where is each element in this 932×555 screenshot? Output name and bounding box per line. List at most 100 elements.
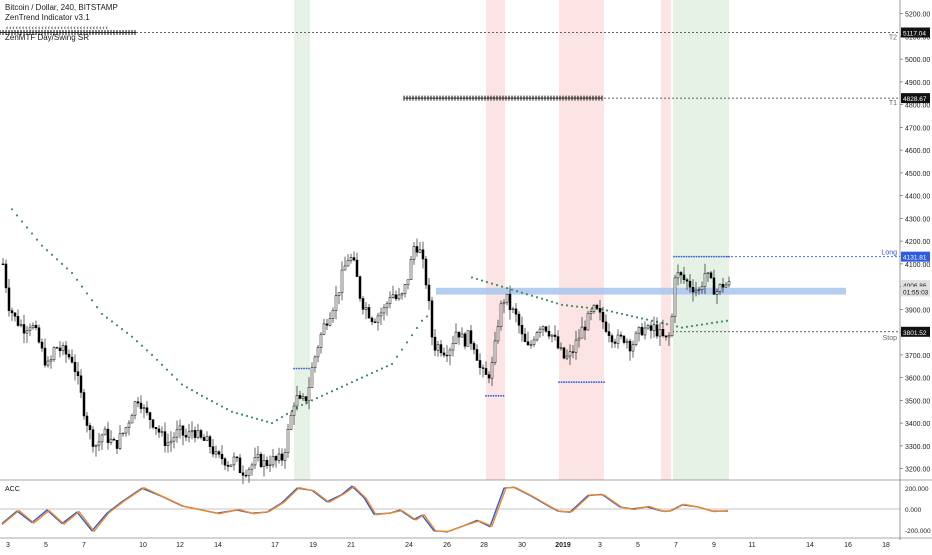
- candle-body: [46, 360, 50, 366]
- trail-dot: [705, 322, 709, 325]
- level-dot: [563, 381, 565, 384]
- candle-body: [154, 427, 158, 430]
- candle-body: [97, 441, 101, 446]
- candle-body: [10, 310, 14, 314]
- level-dot: [715, 255, 718, 258]
- trail-dot: [345, 383, 349, 386]
- indicator-zentrend[interactable]: ZenTrend Indicator v3.1: [5, 13, 90, 22]
- level-dot: [560, 381, 563, 384]
- candle-body: [91, 429, 95, 447]
- candle-body: [40, 341, 44, 349]
- time-tick-label: 16: [844, 542, 852, 549]
- price-tick-label: 4900.00: [905, 80, 930, 87]
- candle-body: [319, 333, 323, 348]
- long-label: Long: [881, 250, 897, 257]
- candle-body: [304, 396, 308, 402]
- price-tick-label: 3500.00: [905, 398, 930, 405]
- level-dot: [713, 255, 715, 258]
- candle-body: [613, 341, 617, 344]
- trail-dot: [100, 312, 104, 316]
- trail-dot: [690, 324, 694, 328]
- time-tick-label: 7: [82, 542, 86, 549]
- level-dot: [580, 381, 583, 384]
- trail-dot: [355, 378, 359, 382]
- candle-body: [661, 329, 665, 337]
- candle-body: [586, 313, 590, 331]
- trail-dot: [210, 400, 214, 403]
- candle-body: [574, 339, 578, 353]
- trail-dot: [255, 417, 259, 420]
- candle-body: [295, 395, 299, 407]
- zone-short-3: [661, 0, 671, 480]
- candle-body: [250, 464, 254, 470]
- level-dot: [487, 394, 490, 397]
- candle-body: [712, 277, 716, 295]
- trailing-stop-dots: [10, 208, 729, 425]
- candle-body: [550, 334, 554, 337]
- trail-dot: [545, 299, 549, 302]
- target-dots: [293, 255, 730, 397]
- candle-body: [409, 259, 413, 280]
- trail-dot: [185, 386, 189, 389]
- candle-body: [646, 325, 650, 329]
- countdown-tag-bg: [901, 286, 930, 297]
- t1-label: T1: [889, 100, 897, 107]
- candle-body: [370, 317, 374, 323]
- indicator-zenmtf[interactable]: ZenMTF Day/Swing SR: [5, 33, 90, 42]
- candle-body: [169, 440, 173, 444]
- trail-dot: [165, 368, 169, 371]
- time-axis: 3 5 7 10 12 14 17 19 21 24 26 28 30 2019 3 5 7 9 11 14 16 18: [6, 542, 890, 549]
- candle-body: [427, 284, 431, 302]
- candle-body: [541, 326, 545, 330]
- level-dot: [588, 381, 590, 384]
- trail-dot: [60, 262, 64, 265]
- price-tick-label: 3900.00: [905, 307, 930, 314]
- candle-body: [160, 431, 164, 433]
- trail-dot: [110, 320, 114, 323]
- candle-body: [262, 460, 266, 467]
- trail-dot: [285, 412, 289, 416]
- level-dot: [688, 255, 690, 258]
- level-dot: [490, 394, 492, 397]
- candle-body: [487, 374, 491, 379]
- candle-body: [451, 343, 455, 351]
- candle-body: [73, 362, 77, 372]
- price-tick-label: 5100.00: [905, 34, 930, 41]
- candle-body: [715, 291, 719, 295]
- time-tick-label: 2019: [555, 542, 571, 549]
- trail-dot: [580, 306, 584, 309]
- time-tick-label: 3: [598, 542, 602, 549]
- level-dot: [678, 255, 680, 258]
- candle-body: [343, 265, 347, 271]
- candle-body: [424, 258, 428, 286]
- level-dot: [723, 255, 725, 258]
- zone-short-1: [486, 0, 505, 480]
- candle-body: [67, 353, 71, 358]
- trail-dot: [230, 410, 234, 413]
- trail-dot: [190, 389, 194, 392]
- candle-body: [493, 340, 497, 363]
- symbol-title[interactable]: Bitcoin / Dollar, 240, BITSTAMP: [5, 3, 118, 12]
- candle-body: [31, 324, 35, 329]
- candle-body: [190, 430, 194, 433]
- trail-dot: [685, 325, 689, 328]
- trail-dot: [725, 319, 729, 322]
- candle-body: [82, 392, 86, 417]
- level-dot: [568, 381, 570, 384]
- candle-body: [37, 327, 41, 343]
- candle-body: [151, 419, 155, 428]
- candle-body: [718, 284, 722, 292]
- trail-dot: [530, 294, 534, 297]
- trail-dot: [475, 277, 479, 281]
- long-price-tag: 4131.81: [903, 255, 927, 262]
- candle-body: [334, 295, 338, 311]
- trail-dot: [245, 414, 249, 418]
- signal-zones: [294, 0, 729, 480]
- t2-label: T2: [889, 35, 897, 42]
- candle-body: [367, 307, 371, 319]
- trail-dot: [125, 331, 129, 334]
- candle-body: [685, 279, 689, 282]
- trail-dot: [115, 324, 119, 327]
